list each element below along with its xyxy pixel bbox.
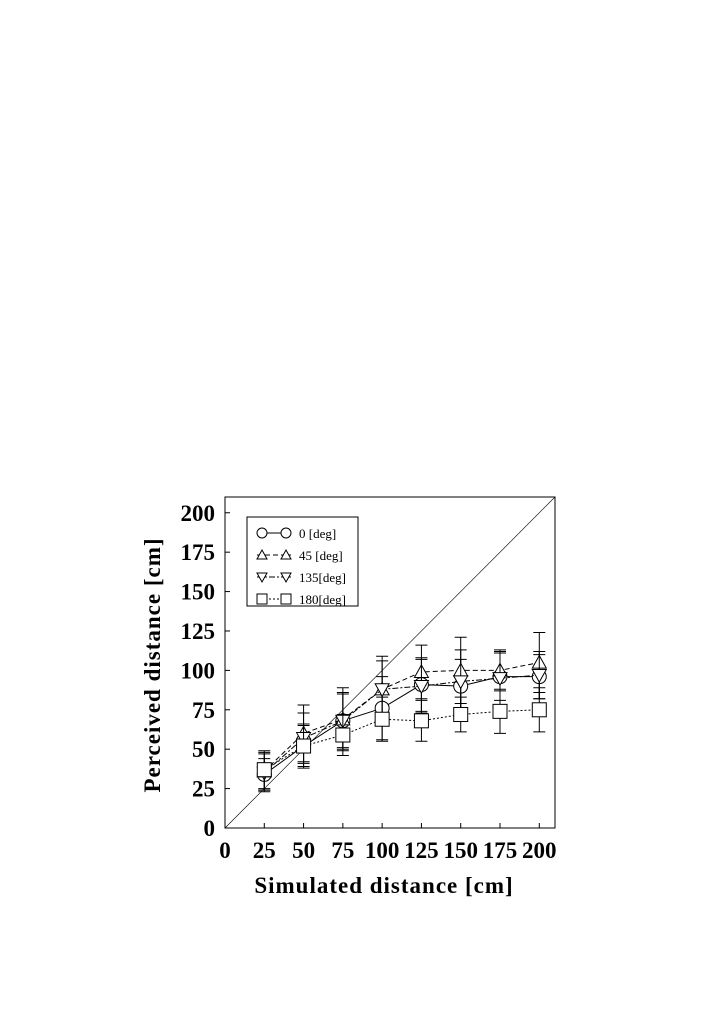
x-tick-label: 0: [219, 838, 231, 863]
x-tick-label: 200: [522, 838, 557, 863]
y-tick-label: 50: [192, 737, 215, 762]
legend-marker: [256, 527, 268, 539]
data-point: [296, 738, 312, 754]
data-point: [492, 703, 508, 719]
legend-marker: [256, 548, 268, 560]
x-tick-label: 125: [404, 838, 439, 863]
data-point: [413, 680, 430, 695]
data-point: [413, 713, 429, 729]
x-tick-label: 75: [331, 838, 354, 863]
data-point: [453, 707, 469, 723]
identity-line: [224, 496, 556, 829]
legend-marker: [256, 572, 268, 584]
legend-label: 180[deg]: [299, 592, 346, 607]
legend-marker: [280, 572, 292, 584]
x-tick-label: 50: [292, 838, 315, 863]
legend-marker: [280, 548, 292, 560]
y-tick-label: 25: [192, 777, 215, 802]
plot-frame: [224, 496, 556, 829]
y-tick-label: 100: [181, 658, 216, 683]
y-axis-label: Perceived distance [cm]: [140, 537, 165, 792]
data-point: [492, 672, 508, 687]
y-tick-label: 75: [192, 698, 215, 723]
x-tick-label: 100: [365, 838, 400, 863]
data-point: [374, 711, 390, 727]
data-point: [531, 702, 547, 718]
y-tick-label: 175: [181, 540, 216, 565]
legend-marker: [280, 593, 292, 605]
y-tick-label: 125: [181, 619, 216, 644]
series-line: [263, 674, 540, 774]
x-tick-label: 150: [443, 838, 478, 863]
legend-marker: [280, 527, 292, 539]
series-line: [263, 662, 540, 772]
legend-label: 0 [deg]: [299, 526, 336, 541]
data-point: [256, 762, 272, 778]
data-point: [374, 683, 390, 698]
x-axis-label: Simulated distance [cm]: [254, 873, 513, 898]
data-point: [452, 675, 469, 690]
x-tick-label: 25: [253, 838, 276, 863]
legend-label: 135[deg]: [299, 570, 346, 585]
data-point: [531, 669, 548, 684]
data-point: [335, 727, 351, 743]
y-tick-label: 200: [181, 501, 216, 526]
x-tick-label: 175: [483, 838, 518, 863]
legend-marker: [256, 593, 268, 605]
y-tick-label: 150: [181, 580, 216, 605]
y-tick-label: 0: [204, 816, 216, 841]
legend-label: 45 [deg]: [299, 548, 343, 563]
